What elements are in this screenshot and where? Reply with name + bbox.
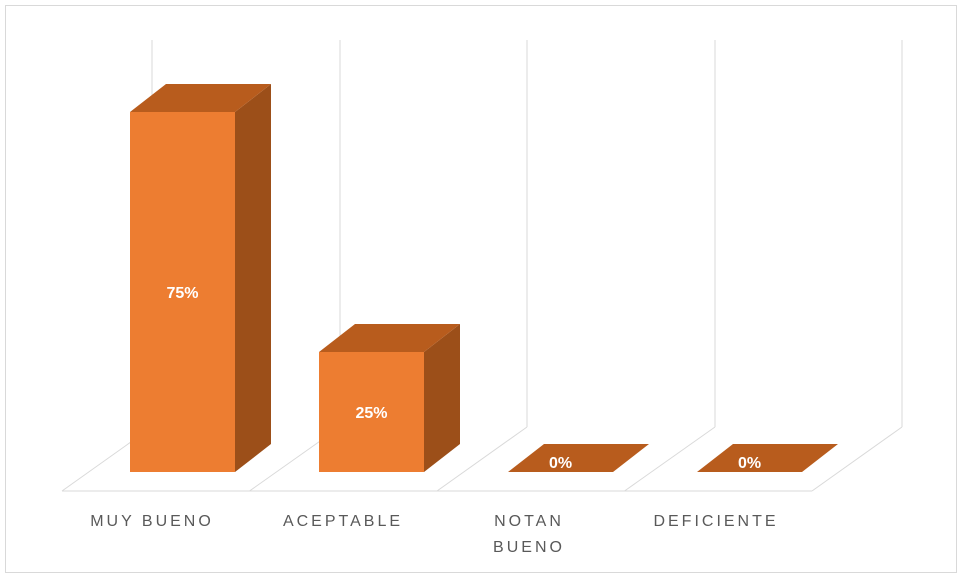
- category-label-1-line-1: MUY BUENO: [90, 513, 214, 530]
- data-label-4: 0%: [738, 455, 761, 472]
- bar-1-side: [235, 84, 271, 472]
- bar-2-top: [319, 324, 460, 352]
- category-label-4-line-1: DEFICIENTE: [653, 513, 778, 530]
- bar-4-top: [697, 444, 838, 472]
- category-label-2: ACEPTABLE: [283, 513, 403, 530]
- data-label-3: 0%: [549, 455, 572, 472]
- bar-1-front: [130, 112, 235, 472]
- category-label-3-line-1: NOTAN: [494, 513, 564, 530]
- floor-divider-2: [436, 426, 528, 492]
- floor-divider-3: [624, 426, 716, 492]
- bar-2-side: [424, 324, 460, 472]
- bar-1-top: [130, 84, 271, 112]
- category-label-2-line-1: ACEPTABLE: [283, 513, 403, 530]
- category-label-4: DEFICIENTE: [653, 513, 778, 530]
- category-label-3: NOTAN BUENO: [493, 513, 565, 556]
- bar-2-front: [319, 352, 424, 472]
- floor-right-edge: [811, 426, 903, 492]
- bar-3-top: [508, 444, 649, 472]
- category-label-1: MUY BUENO: [90, 513, 214, 530]
- data-label-2: 25%: [355, 405, 387, 422]
- data-label-1: 75%: [166, 285, 198, 302]
- category-label-3-line-2: BUENO: [493, 539, 565, 556]
